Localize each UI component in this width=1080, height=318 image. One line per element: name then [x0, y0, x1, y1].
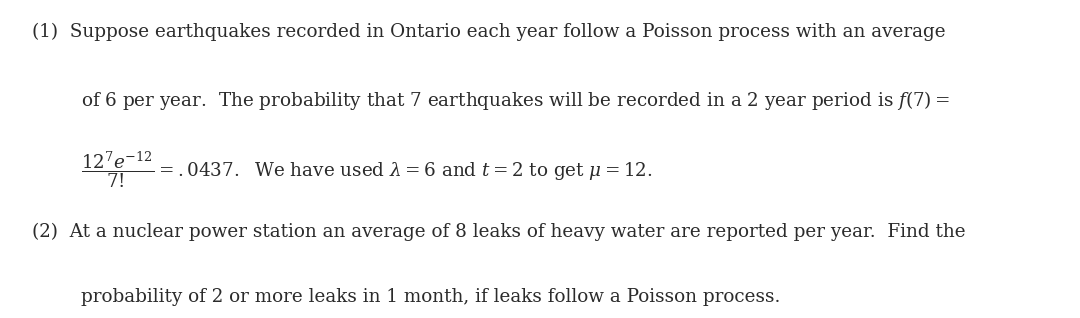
- Text: of 6 per year.  The probability that 7 earthquakes will be recorded in a 2 year : of 6 per year. The probability that 7 ea…: [81, 89, 950, 112]
- Text: $\dfrac{12^7 e^{-12}}{7!} = .0437.$  We have used $\lambda = 6$ and $t = 2$ to g: $\dfrac{12^7 e^{-12}}{7!} = .0437.$ We h…: [81, 149, 652, 190]
- Text: (2)  At a nuclear power station an average of 8 leaks of heavy water are reporte: (2) At a nuclear power station an averag…: [32, 223, 966, 241]
- Text: (1)  Suppose earthquakes recorded in Ontario each year follow a Poisson process : (1) Suppose earthquakes recorded in Onta…: [32, 22, 946, 40]
- Text: probability of 2 or more leaks in 1 month, if leaks follow a Poisson process.: probability of 2 or more leaks in 1 mont…: [81, 288, 781, 306]
